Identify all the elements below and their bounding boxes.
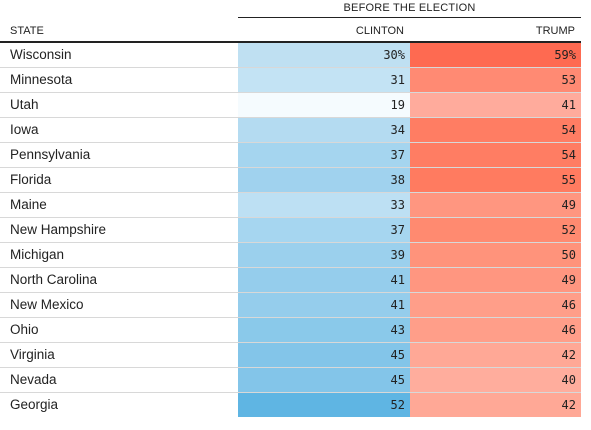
trump-value: 50 — [410, 243, 581, 267]
clinton-value: 38 — [238, 168, 410, 192]
trump-value: 40 — [410, 368, 581, 392]
trump-value: 54 — [410, 143, 581, 167]
trump-value: 46 — [410, 293, 581, 317]
table-row: Minnesota 31 53 — [0, 68, 581, 93]
clinton-value: 31 — [238, 68, 410, 92]
table-row: Maine 33 49 — [0, 193, 581, 218]
table-row: New Hampshire 37 52 — [0, 218, 581, 243]
state-name: Ohio — [10, 322, 39, 337]
column-header-clinton: CLINTON — [355, 25, 404, 37]
trump-value: 41 — [410, 93, 581, 117]
clinton-value: 19 — [238, 93, 410, 117]
state-name: Minnesota — [10, 72, 73, 87]
table-row: New Mexico 41 46 — [0, 293, 581, 318]
table-row: North Carolina 41 49 — [0, 268, 581, 293]
state-name: Utah — [10, 97, 39, 112]
clinton-value: 41 — [238, 293, 410, 317]
before-election-label: BEFORE THE ELECTION — [343, 2, 476, 14]
state-name: North Carolina — [10, 272, 98, 287]
table-row: Utah 19 41 — [0, 93, 581, 118]
clinton-value: 41 — [238, 268, 410, 292]
table-row: Wisconsin 30% 59% — [0, 43, 581, 68]
clinton-value: 37 — [238, 218, 410, 242]
clinton-value: 45 — [238, 343, 410, 367]
clinton-value: 30% — [238, 43, 410, 67]
table-row: Nevada 45 40 — [0, 368, 581, 393]
table-body: Wisconsin 30% 59% Minnesota 31 53 Utah 19 41 Iowa… — [0, 43, 581, 418]
state-name: New Mexico — [10, 297, 84, 312]
state-name: Michigan — [10, 247, 65, 262]
table-row: Iowa 34 54 — [0, 118, 581, 143]
state-name: Florida — [10, 172, 52, 187]
state-name: Georgia — [10, 397, 59, 412]
trump-value: 59% — [410, 43, 581, 67]
table-row: Ohio 43 46 — [0, 318, 581, 343]
state-name: Maine — [10, 197, 47, 212]
clinton-value: 33 — [238, 193, 410, 217]
clinton-value: 37 — [238, 143, 410, 167]
column-header-trump: TRUMP — [535, 25, 575, 37]
trump-value: 49 — [410, 193, 581, 217]
clinton-value: 43 — [238, 318, 410, 342]
trump-value: 49 — [410, 268, 581, 292]
table-row: Florida 38 55 — [0, 168, 581, 193]
header-divider — [0, 41, 581, 43]
before-election-group-header: BEFORE THE ELECTION — [238, 0, 581, 18]
trump-value: 42 — [410, 393, 581, 417]
trump-value: 53 — [410, 68, 581, 92]
state-name: Iowa — [10, 122, 39, 137]
state-name: New Hampshire — [10, 222, 107, 237]
state-name: Wisconsin — [10, 47, 72, 62]
column-header-state: STATE — [10, 25, 44, 37]
trump-value: 55 — [410, 168, 581, 192]
state-name: Virginia — [10, 347, 55, 362]
state-name: Nevada — [10, 372, 57, 387]
clinton-value: 39 — [238, 243, 410, 267]
trump-value: 42 — [410, 343, 581, 367]
table-row: Pennsylvania 37 54 — [0, 143, 581, 168]
clinton-value: 45 — [238, 368, 410, 392]
clinton-value: 34 — [238, 118, 410, 142]
trump-value: 54 — [410, 118, 581, 142]
table-row: Michigan 39 50 — [0, 243, 581, 268]
table-row: Virginia 45 42 — [0, 343, 581, 368]
trump-value: 52 — [410, 218, 581, 242]
state-name: Pennsylvania — [10, 147, 91, 162]
table-row: Georgia 52 42 — [0, 393, 581, 418]
clinton-value: 52 — [238, 393, 410, 417]
trump-value: 46 — [410, 318, 581, 342]
